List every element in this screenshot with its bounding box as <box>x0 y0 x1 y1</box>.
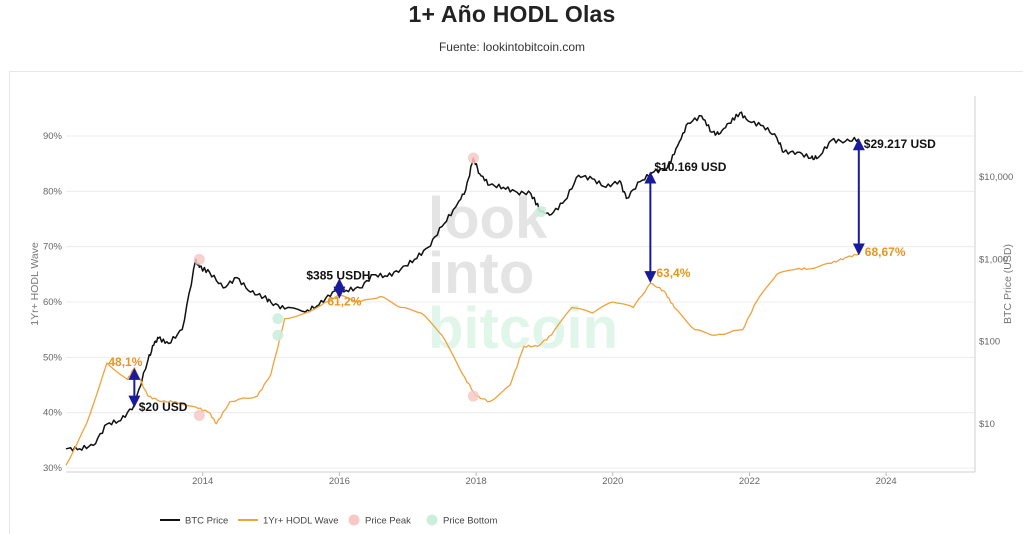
annotation-label: $29.217 USD <box>864 137 936 151</box>
annotation-arrows <box>128 138 865 408</box>
axes: 30% 40% 50% 60% 70% 80% 90% $10 $100 $1,000 $10,00… <box>29 96 1014 487</box>
x-tick-label: 2024 <box>876 476 897 487</box>
annotation-label: 61,2% <box>327 294 361 308</box>
annotation-label: 48,1% <box>108 355 142 369</box>
price-bottom-marker <box>272 329 284 341</box>
grid-lines <box>66 135 975 469</box>
chart-subtitle: Fuente: lookintobitcoin.com <box>438 40 586 54</box>
x-tick-label: 2018 <box>466 476 487 487</box>
y-right-tick-label: $1,000 <box>979 254 1008 265</box>
y-right-tick-label: $100 <box>979 337 1000 348</box>
y-left-axis-title: 1Yr+ HODL Wave <box>29 242 41 326</box>
legend: BTC Price 1Yr+ HODL Wave Price Peak Price B… <box>160 514 497 527</box>
annotation-label: 63,4% <box>656 266 690 280</box>
price-peak-marker <box>193 253 205 265</box>
chart-title: 1+ Año HODL Olas <box>408 1 616 27</box>
legend-swatch <box>348 514 360 526</box>
price-bottom-marker <box>535 206 547 218</box>
y-left-tick-label: 30% <box>43 463 63 474</box>
x-tick-label: 2022 <box>739 476 760 487</box>
watermark-word: bitcoin <box>428 296 618 361</box>
y-right-tick-label: $10 <box>979 419 995 430</box>
annotation-label: $10.169 USD <box>654 160 726 174</box>
annotation-label: $385 USDH <box>306 268 370 282</box>
hodl-wave-line <box>65 253 860 466</box>
y-left-tick-label: 60% <box>43 297 63 308</box>
y-left-tick-label: 70% <box>43 242 63 253</box>
watermark-logo: lookintobitcoin <box>428 186 618 361</box>
y-left-tick-label: 40% <box>43 408 63 419</box>
watermark-word: into <box>428 241 534 306</box>
legend-label: BTC Price <box>185 516 228 527</box>
y-left-tick-label: 80% <box>43 186 63 197</box>
x-tick-label: 2014 <box>192 476 213 487</box>
legend-label: Price Bottom <box>443 516 497 527</box>
legend-label: Price Peak <box>365 516 411 527</box>
annotation-label: $20 USD <box>139 400 188 414</box>
y-right-tick-label: $10,000 <box>979 172 1013 183</box>
y-left-tick-label: 90% <box>43 131 63 142</box>
annotation-label: 68,67% <box>865 245 906 259</box>
peak-bottom-markers <box>193 152 547 421</box>
price-peak-marker <box>467 152 479 164</box>
chart-panel <box>9 71 1023 534</box>
price-peak-marker <box>193 409 205 421</box>
x-tick-label: 2020 <box>602 476 623 487</box>
price-bottom-marker <box>272 313 284 325</box>
annotation-labels: 48,1% $20 USD $385 USDH 61,2% $10.169 USD 63,… <box>108 137 936 414</box>
legend-swatch <box>426 514 438 526</box>
y-left-tick-label: 50% <box>43 352 63 363</box>
price-peak-marker <box>467 390 479 402</box>
legend-label: 1Yr+ HODL Wave <box>263 516 339 527</box>
y-right-axis-title: BTC Price (USD) <box>1002 244 1014 324</box>
x-tick-label: 2016 <box>329 476 350 487</box>
